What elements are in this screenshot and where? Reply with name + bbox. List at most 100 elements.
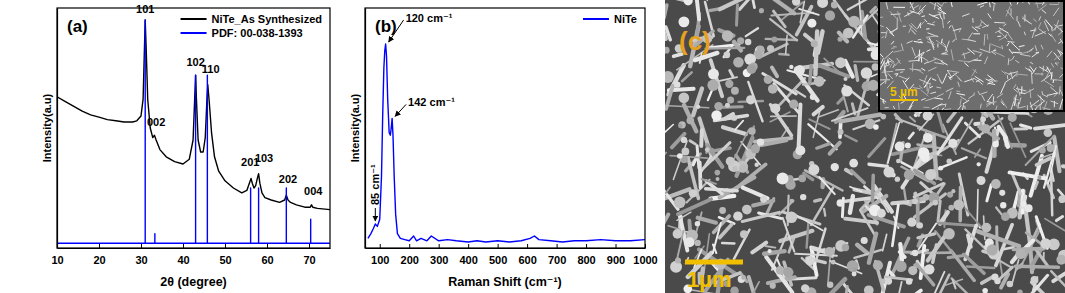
texture-grain [685,237,695,247]
texture-stroke [1019,46,1025,47]
texture-stroke [958,61,969,62]
texture-stroke [897,18,898,28]
texture-stroke [927,42,934,45]
texture-stroke [989,43,991,51]
texture-stroke [920,79,931,84]
texture-stroke [1047,67,1053,77]
x-tick-mark [645,244,646,248]
plot-area [57,20,330,243]
texture-stroke [909,69,921,70]
texture-grain [953,200,964,211]
texture-grain [1031,276,1039,284]
texture-grain [808,164,819,175]
texture-stroke [968,48,975,54]
texture-stroke [999,31,1007,40]
texture-stroke [1001,83,1006,94]
legend-entry: NiTe [583,13,637,25]
texture-grain [738,275,745,282]
texture-stroke [1035,29,1036,32]
texture-stroke [988,13,991,18]
texture-grain [770,103,780,113]
texture-stroke [936,40,945,47]
texture-stroke [888,59,889,65]
texture-stroke [885,60,888,69]
texture-stroke [766,39,797,40]
texture-grain [948,205,954,211]
texture-stroke [1020,54,1031,56]
texture-grain [873,260,883,270]
texture-grain [923,111,933,121]
texture-stroke [923,75,927,84]
texture-stroke [898,11,902,22]
texture-stroke [932,104,942,110]
texture-grain [877,209,886,218]
texture-stroke [1030,66,1034,71]
texture-grain [838,129,844,135]
texture-grain [861,67,873,79]
inset-scale-bar [890,99,918,101]
texture-grain [731,87,739,95]
texture-stroke [1019,49,1021,52]
texture-stroke [955,32,957,40]
texture-grain [719,207,726,214]
texture-stroke [968,32,972,38]
texture-stroke [924,62,928,64]
x-tick-label: 30 [135,254,147,266]
texture-grain [881,114,887,120]
texture-grain [991,179,1001,189]
texture-stroke [869,139,885,157]
texture-stroke [682,72,692,81]
texture-grain [1044,128,1053,137]
texture-stroke [996,225,1012,266]
texture-stroke [749,277,757,293]
texture-stroke [1053,8,1059,16]
micrograph [665,0,1065,293]
texture-stroke [688,158,698,198]
x-tick-mark [409,244,410,248]
texture-stroke [988,79,992,80]
texture-stroke [1032,28,1035,38]
texture-grain [725,103,730,108]
texture-stroke [1017,102,1019,108]
texture-stroke [666,86,673,109]
texture-stroke [1053,93,1059,94]
texture-grain [686,117,694,125]
texture-grain [789,100,798,109]
texture-stroke [869,164,887,166]
texture-stroke [665,17,666,38]
texture-grain [665,71,674,83]
texture-stroke [981,20,989,27]
texture-stroke [881,32,887,33]
texture-stroke [857,245,867,253]
texture-stroke [703,143,730,169]
texture-stroke [986,102,996,105]
texture-grain [907,218,916,227]
texture-stroke [1039,100,1045,105]
texture-stroke [971,78,974,83]
texture-stroke [937,94,944,97]
texture-stroke [702,179,716,184]
texture-grain [895,142,905,152]
texture-stroke [1016,16,1017,21]
y-axis-line [57,9,58,249]
texture-stroke [923,107,929,108]
plot-frame [57,8,330,248]
texture-stroke [893,7,905,8]
x-tick-mark [586,244,587,248]
x-tick-label: 20 [93,254,105,266]
texture-stroke [1008,72,1018,74]
texture-stroke [962,14,969,17]
texture-stroke [1043,253,1045,260]
texture-stroke [880,98,886,102]
texture-stroke [796,91,805,97]
texture-grain [674,81,680,87]
texture-grain [764,75,773,84]
texture-stroke [722,242,734,245]
texture-grain [795,145,805,155]
texture-stroke [845,61,853,77]
texture-grain [1040,238,1051,249]
texture-grain [853,267,857,271]
texture-stroke [732,164,766,191]
x-tick-label: 10 [51,254,63,266]
texture-stroke [886,2,888,9]
